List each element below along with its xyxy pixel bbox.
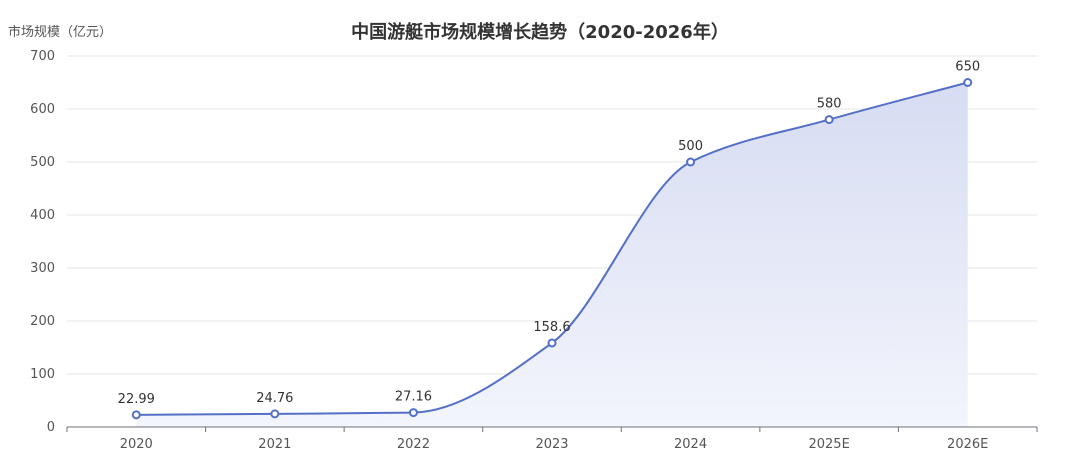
x-tick-label: 2020	[120, 437, 153, 452]
y-tick-label: 0	[47, 420, 55, 435]
y-tick-label: 400	[30, 208, 55, 223]
data-point	[963, 78, 973, 87]
x-tick-label: 2021	[258, 437, 291, 452]
data-point	[270, 409, 280, 419]
y-tick-label: 600	[30, 102, 55, 117]
data-label: 158.6	[533, 320, 570, 335]
data-label: 650	[955, 60, 980, 75]
data-label: 24.76	[256, 391, 293, 406]
data-label: 27.16	[395, 390, 432, 405]
data-point	[131, 410, 141, 420]
data-label: 22.99	[118, 392, 155, 407]
y-tick-label: 100	[30, 367, 55, 382]
data-points	[131, 78, 973, 420]
y-tick-label: 500	[30, 155, 55, 170]
y-tick-label: 700	[30, 49, 55, 64]
data-point	[408, 408, 418, 418]
x-tick-label: 2023	[535, 437, 568, 452]
y-tick-labels: 0 100 200 300 400 500 600 700	[30, 49, 55, 435]
x-tick-label: 2025E	[808, 437, 849, 452]
x-tick-label: 2026E	[947, 437, 988, 452]
x-tick-labels: 2020 2021 2022 2023 2024 2025E 2026E	[120, 437, 989, 452]
chart-title: 中国游艇市场规模增长趋势（2020-2026年）	[351, 21, 729, 43]
data-point	[824, 115, 834, 125]
gridlines	[67, 55, 1037, 375]
data-label: 580	[817, 97, 842, 112]
x-tick-label: 2024	[674, 437, 707, 452]
data-point	[686, 157, 696, 167]
y-axis-label: 市场规模（亿元）	[8, 24, 112, 40]
x-tick-label: 2022	[397, 437, 430, 452]
y-tick-label: 200	[30, 314, 55, 329]
data-point	[547, 338, 557, 348]
x-axis-ticks	[66, 427, 1038, 432]
y-tick-label: 300	[30, 261, 55, 276]
data-labels: 22.99 24.76 27.16 158.6 500 580 650	[118, 60, 980, 407]
data-label: 500	[678, 139, 703, 154]
series-area	[136, 82, 968, 427]
